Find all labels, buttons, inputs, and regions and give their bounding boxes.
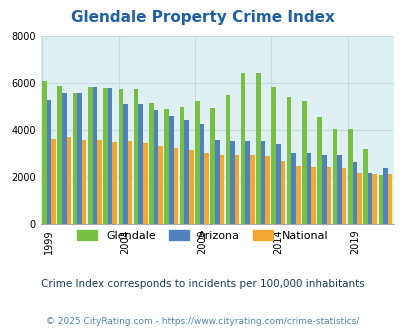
- Bar: [103, 88, 108, 224]
- Bar: [92, 87, 97, 224]
- Bar: [332, 129, 337, 224]
- Bar: [321, 155, 326, 224]
- Bar: [47, 100, 51, 224]
- Bar: [72, 93, 77, 224]
- Bar: [240, 73, 245, 224]
- Bar: [77, 93, 82, 224]
- Bar: [57, 86, 62, 224]
- Bar: [88, 87, 92, 224]
- Bar: [352, 162, 356, 224]
- Bar: [260, 141, 265, 224]
- Bar: [153, 110, 158, 224]
- Bar: [341, 168, 345, 224]
- Bar: [387, 174, 391, 224]
- Bar: [204, 153, 208, 224]
- Bar: [219, 155, 224, 224]
- Bar: [245, 141, 249, 224]
- Bar: [199, 124, 204, 224]
- Bar: [179, 107, 184, 224]
- Bar: [234, 155, 239, 224]
- Bar: [249, 155, 254, 224]
- Bar: [118, 89, 123, 224]
- Bar: [158, 146, 162, 224]
- Bar: [184, 120, 188, 224]
- Bar: [326, 167, 330, 224]
- Bar: [82, 140, 86, 224]
- Bar: [306, 153, 311, 224]
- Bar: [256, 73, 260, 224]
- Bar: [210, 108, 214, 224]
- Bar: [51, 139, 56, 224]
- Bar: [108, 88, 112, 224]
- Bar: [123, 105, 128, 224]
- Bar: [230, 141, 234, 224]
- Bar: [164, 109, 168, 224]
- Bar: [317, 117, 321, 224]
- Bar: [311, 167, 315, 224]
- Bar: [112, 142, 117, 224]
- Text: © 2025 CityRating.com - https://www.cityrating.com/crime-statistics/: © 2025 CityRating.com - https://www.city…: [46, 317, 359, 326]
- Legend: Glendale, Arizona, National: Glendale, Arizona, National: [72, 225, 333, 245]
- Bar: [188, 150, 193, 224]
- Bar: [301, 101, 306, 224]
- Bar: [265, 156, 269, 224]
- Bar: [382, 168, 387, 224]
- Bar: [134, 89, 138, 224]
- Bar: [286, 97, 291, 224]
- Bar: [173, 148, 178, 224]
- Bar: [128, 141, 132, 224]
- Bar: [275, 145, 280, 224]
- Bar: [143, 143, 147, 224]
- Bar: [291, 153, 295, 224]
- Text: Glendale Property Crime Index: Glendale Property Crime Index: [71, 10, 334, 25]
- Bar: [280, 161, 285, 224]
- Bar: [214, 140, 219, 224]
- Bar: [377, 175, 382, 224]
- Bar: [62, 93, 66, 224]
- Bar: [362, 149, 367, 224]
- Text: Crime Index corresponds to incidents per 100,000 inhabitants: Crime Index corresponds to incidents per…: [41, 279, 364, 289]
- Bar: [337, 155, 341, 224]
- Bar: [66, 137, 71, 224]
- Bar: [194, 101, 199, 224]
- Bar: [42, 81, 47, 224]
- Bar: [168, 116, 173, 224]
- Bar: [149, 103, 153, 224]
- Bar: [271, 87, 275, 224]
- Bar: [138, 105, 143, 224]
- Bar: [347, 129, 352, 224]
- Bar: [371, 174, 376, 224]
- Bar: [356, 173, 361, 224]
- Bar: [97, 140, 102, 224]
- Bar: [225, 95, 230, 224]
- Bar: [295, 166, 300, 224]
- Bar: [367, 173, 371, 224]
